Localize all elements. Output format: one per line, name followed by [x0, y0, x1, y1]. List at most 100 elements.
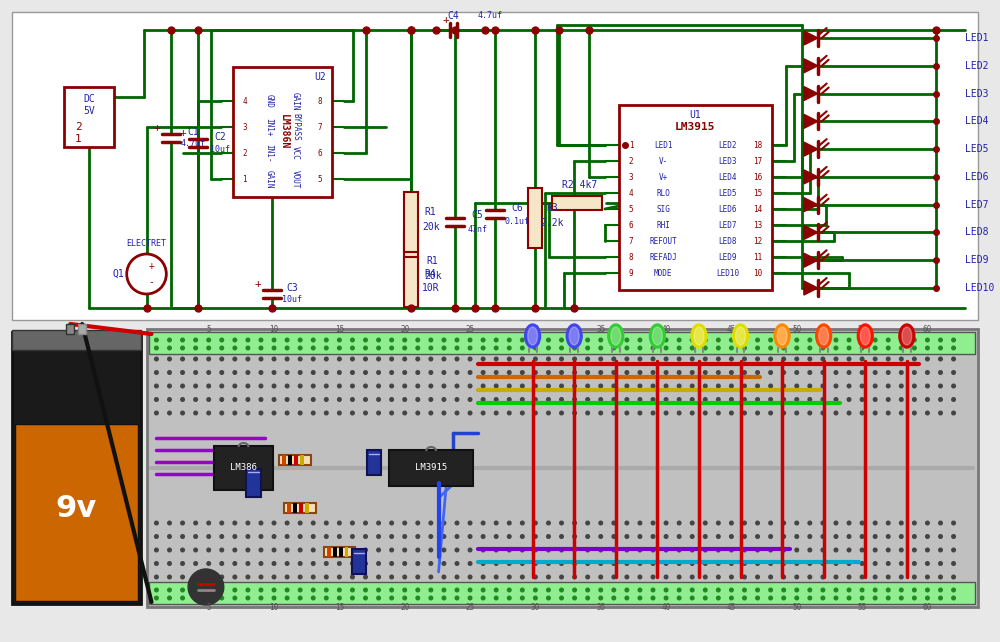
Circle shape [782, 521, 785, 525]
Circle shape [821, 384, 825, 388]
Circle shape [534, 338, 537, 342]
Circle shape [743, 346, 746, 350]
Circle shape [521, 357, 524, 361]
Circle shape [730, 521, 733, 525]
Bar [282, 455, 286, 465]
Circle shape [468, 384, 472, 388]
Text: LED5: LED5 [718, 189, 737, 198]
Ellipse shape [902, 327, 912, 345]
Bar [147, 329, 978, 607]
Circle shape [220, 384, 224, 388]
Circle shape [259, 411, 263, 415]
Circle shape [730, 397, 733, 401]
Circle shape [246, 521, 250, 525]
Circle shape [873, 384, 877, 388]
Circle shape [194, 384, 197, 388]
Circle shape [677, 411, 681, 415]
Circle shape [847, 521, 851, 525]
Text: LED2: LED2 [965, 61, 989, 71]
Circle shape [364, 397, 367, 401]
Ellipse shape [528, 327, 538, 345]
Circle shape [795, 346, 799, 350]
Circle shape [246, 346, 250, 350]
Circle shape [351, 562, 354, 566]
Circle shape [547, 521, 550, 525]
Circle shape [233, 521, 237, 525]
Circle shape [808, 397, 812, 401]
Circle shape [913, 384, 916, 388]
Circle shape [429, 411, 433, 415]
Circle shape [834, 521, 838, 525]
Text: 9: 9 [629, 268, 633, 277]
Circle shape [743, 521, 746, 525]
Circle shape [638, 548, 642, 552]
Circle shape [547, 370, 550, 374]
Circle shape [677, 397, 681, 401]
Circle shape [638, 562, 642, 566]
Circle shape [847, 397, 851, 401]
Circle shape [390, 596, 393, 600]
Circle shape [481, 357, 485, 361]
Circle shape [127, 254, 166, 294]
Circle shape [586, 575, 589, 579]
Circle shape [285, 562, 289, 566]
Circle shape [311, 535, 315, 538]
Bar [293, 503, 297, 513]
Circle shape [651, 588, 655, 592]
Circle shape [338, 384, 341, 388]
Circle shape [181, 562, 184, 566]
Circle shape [168, 338, 171, 342]
Circle shape [560, 411, 563, 415]
Text: +: + [255, 279, 262, 289]
Circle shape [455, 521, 459, 525]
Circle shape [756, 548, 759, 552]
Circle shape [677, 575, 681, 579]
Circle shape [834, 397, 838, 401]
Ellipse shape [611, 327, 621, 345]
Text: 13: 13 [753, 220, 762, 229]
Circle shape [795, 588, 799, 592]
Circle shape [900, 548, 903, 552]
Circle shape [612, 535, 616, 538]
Circle shape [272, 384, 276, 388]
Circle shape [534, 411, 537, 415]
Circle shape [860, 575, 864, 579]
Bar [149, 332, 975, 354]
Circle shape [377, 346, 380, 350]
Circle shape [703, 548, 707, 552]
Circle shape [860, 535, 864, 538]
Circle shape [207, 346, 210, 350]
Circle shape [743, 575, 746, 579]
Circle shape [403, 411, 406, 415]
Circle shape [429, 596, 433, 600]
Circle shape [926, 548, 929, 552]
Text: LED10: LED10 [965, 283, 995, 293]
Circle shape [429, 535, 433, 538]
Circle shape [573, 384, 576, 388]
Circle shape [155, 596, 158, 600]
Circle shape [455, 535, 459, 538]
Circle shape [168, 346, 171, 350]
Text: V+: V+ [659, 173, 668, 182]
Text: 5: 5 [206, 325, 211, 334]
Circle shape [246, 370, 250, 374]
Circle shape [769, 535, 772, 538]
Circle shape [338, 596, 341, 600]
Circle shape [521, 575, 524, 579]
Circle shape [573, 535, 576, 538]
Circle shape [821, 535, 825, 538]
Circle shape [586, 411, 589, 415]
Circle shape [795, 575, 799, 579]
Circle shape [560, 397, 563, 401]
Circle shape [756, 370, 759, 374]
Circle shape [560, 338, 563, 342]
Circle shape [795, 370, 799, 374]
Ellipse shape [777, 327, 787, 345]
Circle shape [259, 397, 263, 401]
Circle shape [259, 562, 263, 566]
Circle shape [782, 562, 785, 566]
Circle shape [351, 370, 354, 374]
Circle shape [638, 535, 642, 538]
Circle shape [586, 596, 589, 600]
Circle shape [860, 596, 864, 600]
